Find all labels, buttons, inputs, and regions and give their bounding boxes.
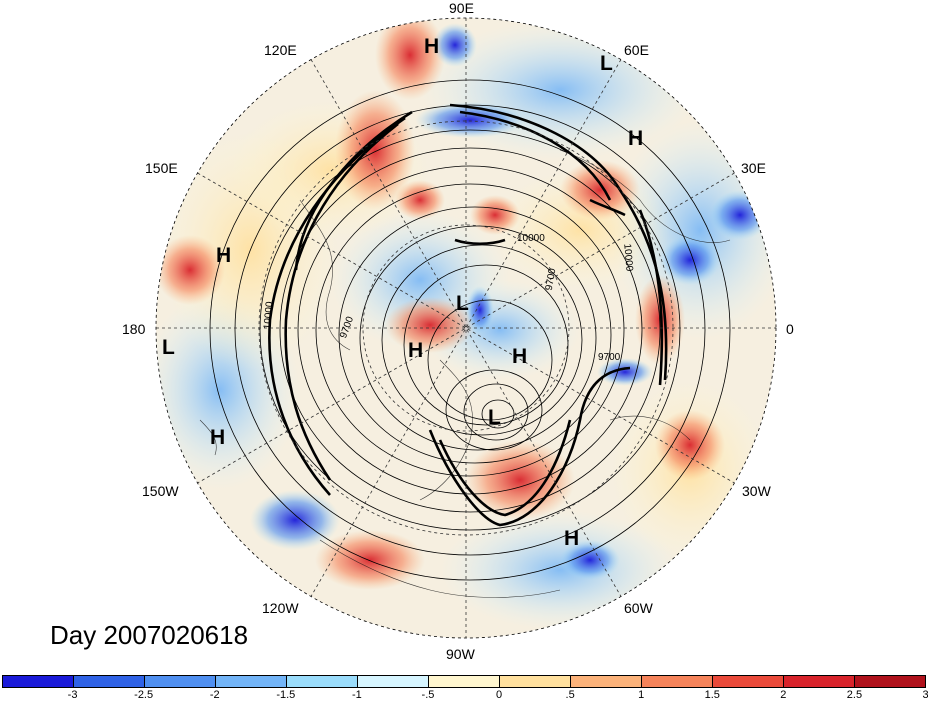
- contour-label: 10000: [621, 243, 635, 272]
- coastlines: [199, 149, 731, 598]
- anomaly-region: [335, 90, 415, 210]
- anomaly-region: [465, 440, 575, 520]
- colorbar-swatch: [216, 676, 287, 687]
- map-boundary: [155, 17, 777, 639]
- colorbar-swatch: [642, 676, 713, 687]
- anomaly-region: [597, 358, 653, 386]
- lon-label-0: 0: [786, 321, 794, 337]
- pressure-high-label: H: [424, 35, 440, 58]
- anomaly-region: [655, 410, 725, 480]
- colorbar-swatch: [3, 676, 74, 687]
- anomaly-region: [470, 195, 520, 235]
- colorbar-tick-label: -1: [351, 689, 362, 701]
- colorbar-swatch: [784, 676, 855, 687]
- contour-label: 9700: [598, 352, 621, 363]
- colorbar-tick-label: -2: [209, 689, 220, 701]
- lon-label-120w: 120W: [262, 600, 299, 616]
- colorbar-tick-label: -2.5: [134, 689, 154, 701]
- anomaly-region: [433, 23, 477, 67]
- height-contours: [209, 79, 731, 581]
- pressure-low-label: L: [162, 336, 175, 359]
- anomaly-region: [156, 235, 225, 305]
- colorbar: [2, 675, 926, 688]
- colorbar-tick-label: 2: [780, 689, 787, 701]
- colorbar-tick-label: 1: [638, 689, 645, 701]
- anomaly-region: [560, 160, 640, 220]
- lon-label-90w: 90W: [446, 646, 475, 662]
- map-title: Day 2007020618: [50, 620, 249, 650]
- colorbar-tick-label: -3: [67, 689, 78, 701]
- lon-label-30e: 30E: [741, 160, 766, 176]
- lon-label-60e: 60E: [624, 42, 649, 58]
- pressure-high-label: H: [216, 244, 232, 267]
- colorbar-tick-label: 1.5: [704, 689, 720, 701]
- colorbar-tick-label: .5: [565, 689, 575, 701]
- anomaly-region: [250, 490, 340, 550]
- lon-label-150e: 150E: [145, 160, 178, 176]
- lon-label-60w: 60W: [624, 600, 653, 616]
- pressure-high-label: H: [408, 339, 424, 362]
- colorbar-swatch: [713, 676, 784, 687]
- anomaly-field: [156, 18, 776, 638]
- colorbar-tick-label: 0: [495, 689, 503, 701]
- colorbar-swatch: [571, 676, 642, 687]
- colorbar-tick-label: 3: [922, 689, 928, 701]
- jet-contours: [268, 103, 668, 527]
- pressure-high-label: H: [512, 345, 528, 368]
- anomaly-region: [385, 297, 475, 353]
- colorbar-swatch: [358, 676, 429, 687]
- pressure-high-label: H: [210, 426, 226, 449]
- anomaly-region: [560, 540, 620, 580]
- anomaly-region: [315, 530, 425, 590]
- contour-label: 10000: [517, 233, 545, 244]
- pressure-high-label: H: [628, 127, 644, 150]
- colorbar-swatch: [145, 676, 216, 687]
- colorbar-swatch: [287, 676, 358, 687]
- pressure-high-label: H: [564, 527, 580, 550]
- pressure-low-label: L: [488, 406, 501, 429]
- colorbar-swatch: [855, 676, 925, 687]
- colorbar-tick-label: -1.5: [276, 689, 296, 701]
- pressure-low-label: L: [600, 52, 613, 75]
- lon-label-180: 180: [122, 321, 146, 337]
- lon-label-30w: 30W: [742, 483, 771, 499]
- colorbar-tick-label: 2.5: [846, 689, 863, 701]
- anomaly-region: [466, 286, 494, 334]
- pressure-low-label: L: [456, 292, 469, 315]
- anomaly-region: [395, 180, 445, 220]
- colorbar-swatch: [74, 676, 145, 687]
- anomaly-region: [375, 18, 445, 100]
- lon-label-90e: 90E: [449, 0, 474, 16]
- colorbar-tick-label: -.5: [421, 689, 435, 701]
- lon-label-150w: 150W: [142, 483, 179, 499]
- anomaly-region: [660, 235, 720, 285]
- colorbar-swatch: [500, 676, 571, 687]
- lon-label-120e: 120E: [264, 42, 297, 58]
- colorbar-swatch: [429, 676, 500, 687]
- graticule: [156, 18, 776, 638]
